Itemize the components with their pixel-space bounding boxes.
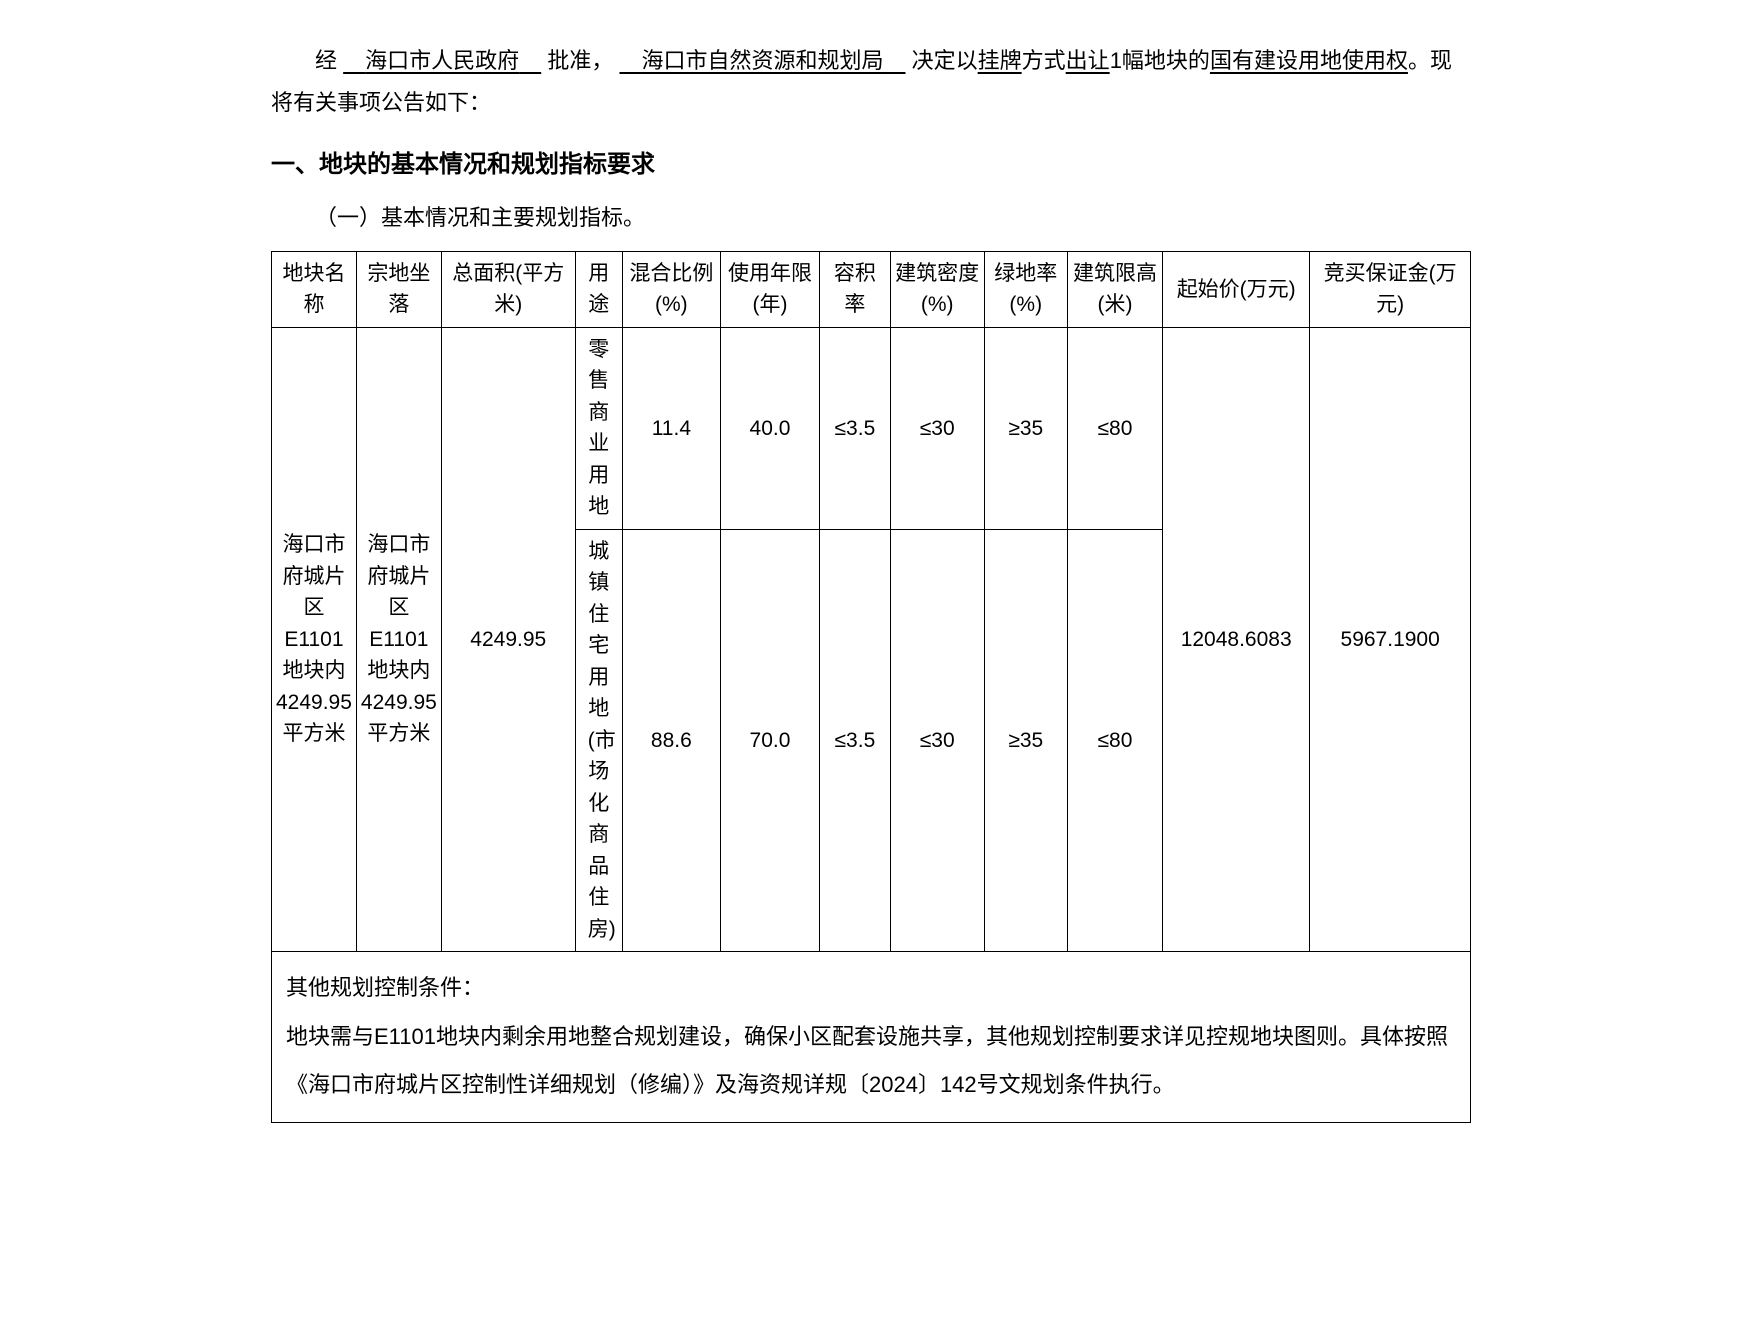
intro-prefix: 经: [315, 48, 337, 73]
cell-density-1: ≤30: [890, 327, 984, 529]
decider: 海口市自然资源和规划局: [619, 48, 905, 73]
action: 出让: [1066, 48, 1110, 73]
th-mix-ratio: 混合比例(%): [622, 251, 720, 327]
th-height-limit: 建筑限高(米): [1067, 251, 1162, 327]
cell-usage-1: 零售商业用地: [575, 327, 622, 529]
method: 挂牌: [978, 48, 1022, 73]
cell-area: 4249.95: [441, 327, 575, 952]
subsection-label: （一）基本情况和主要规划指标。: [271, 197, 1471, 239]
th-deposit: 竞买保证金(万元): [1310, 251, 1471, 327]
cell-use-years-2: 70.0: [720, 529, 819, 952]
th-plot-ratio: 容积率: [820, 251, 891, 327]
cell-mix-ratio-1: 11.4: [622, 327, 720, 529]
cell-location: 海口市府城片区E1101地块内4249.95平方米: [356, 327, 441, 952]
cell-name: 海口市府城片区E1101地块内4249.95平方米: [272, 327, 357, 952]
cell-plot-ratio-1: ≤3.5: [820, 327, 891, 529]
right: 国有建设用地使用权: [1210, 48, 1408, 73]
intro-paragraph: 经 海口市人民政府 批准， 海口市自然资源和规划局 决定以挂牌方式出让1幅地块的…: [271, 40, 1471, 124]
approver: 海口市人民政府: [343, 48, 541, 73]
cell-deposit: 5967.1900: [1310, 327, 1471, 952]
table-header-row: 地块名称 宗地坐落 总面积(平方米) 用途 混合比例(%) 使用年限(年) 容积…: [272, 251, 1471, 327]
other-title: 其他规划控制条件：: [286, 964, 1456, 1012]
cell-height-limit-2: ≤80: [1067, 529, 1162, 952]
th-area: 总面积(平方米): [441, 251, 575, 327]
other-content: 地块需与E1101地块内剩余用地整合规划建设，确保小区配套设施共享，其他规划控制…: [286, 1013, 1456, 1110]
th-use-years: 使用年限(年): [720, 251, 819, 327]
cell-use-years-1: 40.0: [720, 327, 819, 529]
cell-density-2: ≤30: [890, 529, 984, 952]
intro-mid2: 决定以: [912, 48, 978, 73]
th-usage: 用途: [575, 251, 622, 327]
cell-green-ratio-2: ≥35: [984, 529, 1067, 952]
cell-height-limit-1: ≤80: [1067, 327, 1162, 529]
cell-usage-2: 城镇住宅用地(市场化商品住房): [575, 529, 622, 952]
th-start-price: 起始价(万元): [1163, 251, 1310, 327]
table-row: 海口市府城片区E1101地块内4249.95平方米 海口市府城片区E1101地块…: [272, 327, 1471, 529]
document-content: 经 海口市人民政府 批准， 海口市自然资源和规划局 决定以挂牌方式出让1幅地块的…: [271, 40, 1471, 1123]
th-density: 建筑密度(%): [890, 251, 984, 327]
th-green-ratio: 绿地率(%): [984, 251, 1067, 327]
intro-mid1: 批准，: [547, 48, 613, 73]
th-name: 地块名称: [272, 251, 357, 327]
intro-mid3: 方式: [1022, 48, 1066, 73]
section-title: 一、地块的基本情况和规划指标要求: [271, 142, 1471, 188]
land-info-table: 地块名称 宗地坐落 总面积(平方米) 用途 混合比例(%) 使用年限(年) 容积…: [271, 251, 1471, 1123]
cell-mix-ratio-2: 88.6: [622, 529, 720, 952]
cell-plot-ratio-2: ≤3.5: [820, 529, 891, 952]
cell-green-ratio-1: ≥35: [984, 327, 1067, 529]
th-location: 宗地坐落: [356, 251, 441, 327]
table-row-other: 其他规划控制条件： 地块需与E1101地块内剩余用地整合规划建设，确保小区配套设…: [272, 952, 1471, 1122]
cell-start-price: 12048.6083: [1163, 327, 1310, 952]
cell-other-conditions: 其他规划控制条件： 地块需与E1101地块内剩余用地整合规划建设，确保小区配套设…: [272, 952, 1471, 1122]
intro-suffix1: 1幅地块的: [1110, 48, 1210, 73]
